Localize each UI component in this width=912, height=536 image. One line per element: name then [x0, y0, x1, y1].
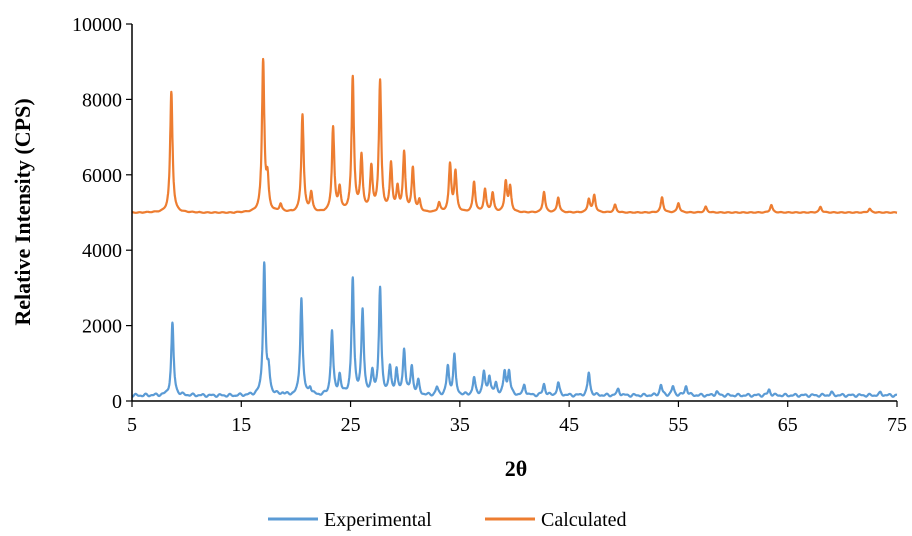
plot-area	[131, 57, 898, 398]
y-axis-title: Relative Intensity (CPS)	[10, 98, 35, 325]
x-tick-label: 5	[127, 414, 137, 436]
axes	[126, 23, 898, 407]
legend: Experimental Calculated	[268, 509, 627, 531]
x-tick-label: 65	[778, 414, 798, 436]
x-tick-label: 75	[887, 414, 907, 436]
legend-label-calculated: Calculated	[541, 509, 627, 531]
y-tick-label: 10000	[72, 14, 122, 36]
x-tick-label: 35	[450, 414, 470, 436]
tick-labels: 5 15 25 35 45 55 65 75 0 2000 4000 6000 8000 10000	[72, 14, 907, 436]
y-tick-label: 2000	[82, 316, 122, 338]
x-axis-title: 2θ	[505, 456, 527, 481]
y-tick-label: 4000	[82, 240, 122, 262]
y-tick-label: 6000	[82, 165, 122, 187]
series-line-calculated	[131, 57, 898, 214]
x-tick-label: 55	[668, 414, 688, 436]
x-tick-label: 15	[231, 414, 251, 436]
x-tick-label: 25	[341, 414, 361, 436]
x-tick-label: 45	[559, 414, 579, 436]
series-line-experimental	[131, 261, 898, 398]
y-tick-label: 0	[112, 391, 122, 413]
legend-label-experimental: Experimental	[324, 509, 432, 531]
y-tick-label: 8000	[82, 89, 122, 111]
